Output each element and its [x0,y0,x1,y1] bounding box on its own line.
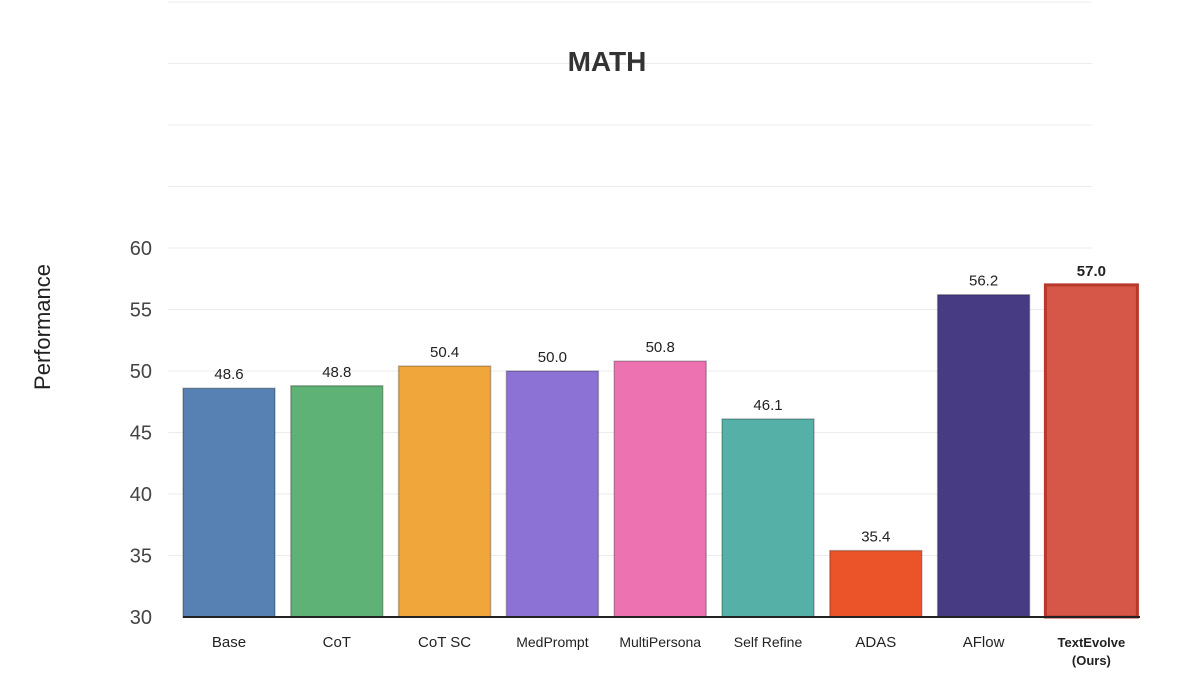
x-tick-label: Base [212,634,246,651]
x-tick-label: MedPrompt [516,634,588,650]
x-axis-ticks: Base CoT CoT SC MedPrompt MultiPersona Self R… [212,634,1125,668]
bar-cot-sc [397,365,492,618]
y-tick-label: 50 [130,361,152,383]
y-tick-label: 30 [130,607,152,629]
y-tick-label: 60 [130,238,152,260]
x-tick-label: MultiPersona [619,634,701,650]
bar-value-label: 57.0 [1077,263,1106,280]
x-tick-label: AFlow [963,634,1005,651]
chart-title: MATH [568,46,647,77]
y-tick-label: 45 [130,423,152,445]
y-tick-label: 35 [130,546,152,568]
y-axis-ticks: 30 35 40 45 50 55 60 [130,238,152,629]
bar-adas [829,549,923,618]
y-tick-label: 55 [130,300,152,322]
bar-cot [290,385,384,618]
bar-multipersona [613,360,707,618]
x-tick-label: Self Refine [734,634,803,650]
x-tick-label: CoT [323,634,351,651]
bar-value-label: 50.4 [430,344,459,361]
bar-textevolve [1043,283,1139,619]
x-tick-label: ADAS [855,634,896,651]
x-tick-label: CoT SC [418,634,471,651]
bar-value-label: 35.4 [861,529,890,546]
bar-value-label: 50.0 [538,349,567,366]
x-tick-label: TextEvolve (Ours) [1058,635,1126,668]
bar-self-refine [721,418,815,618]
y-tick-label: 40 [130,484,152,506]
bar-value-label: 48.8 [322,364,351,381]
bar-base [182,387,276,618]
value-labels: 48.6 48.8 50.4 50.0 50.8 46.1 35.4 56.2 57.0 [214,263,1106,546]
bars [182,283,1139,619]
bar-medprompt [505,370,600,618]
bar-value-label: 48.6 [214,366,243,383]
bar-value-label: 50.8 [646,339,675,356]
bar-value-label: 56.2 [969,273,998,290]
bar-aflow [936,293,1031,618]
y-axis-label: Performance [30,264,55,390]
bar-value-label: 46.1 [753,397,782,414]
